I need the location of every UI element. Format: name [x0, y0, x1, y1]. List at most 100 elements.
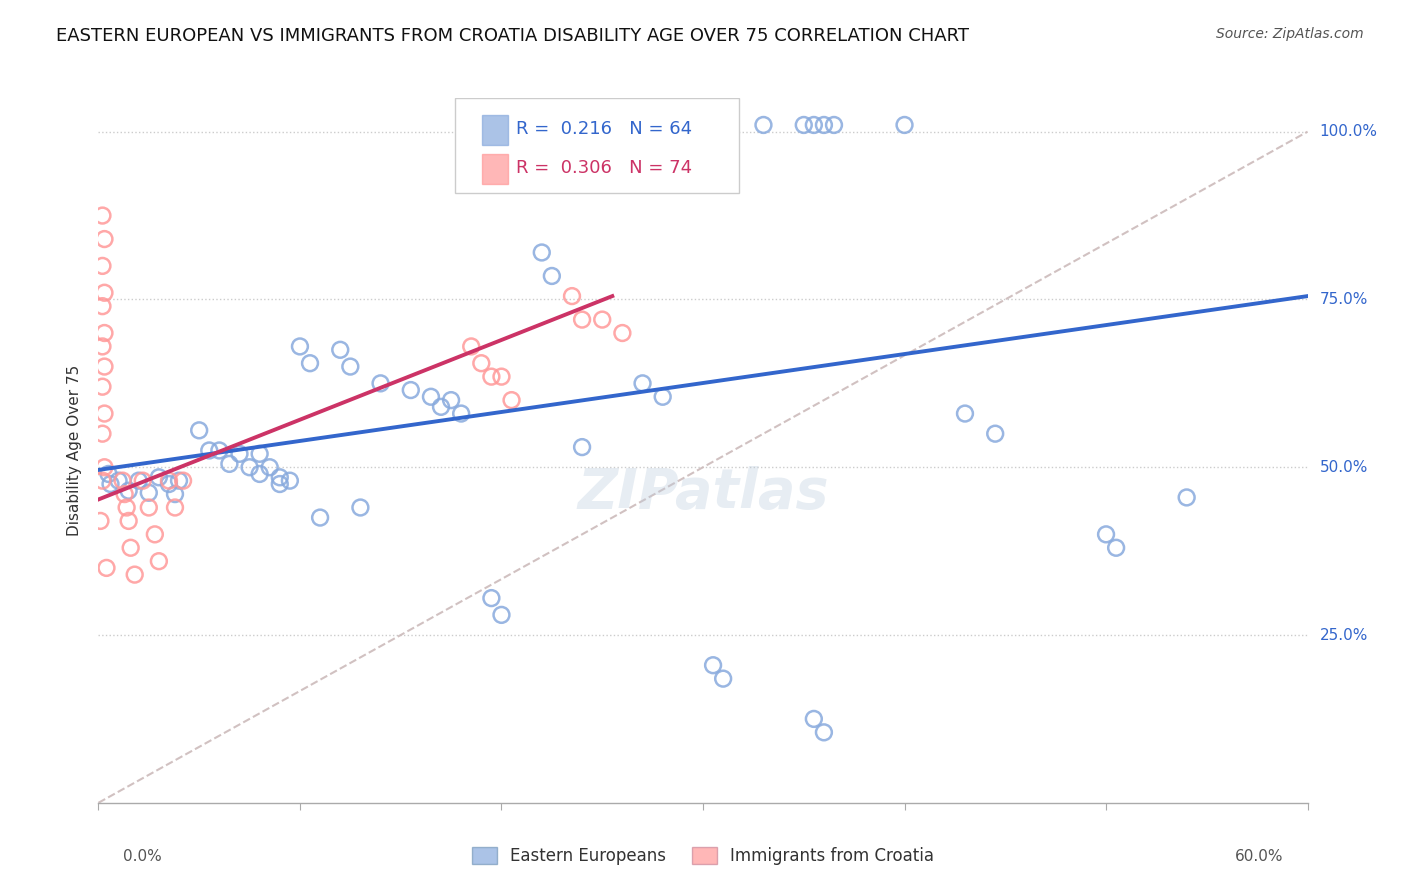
Point — [93, 285, 115, 300]
Point — [93, 359, 115, 374]
Point — [118, 514, 141, 528]
Text: 75.0%: 75.0% — [1320, 292, 1368, 307]
Point — [269, 470, 291, 484]
Point — [259, 460, 281, 475]
Point — [93, 460, 115, 475]
Point — [111, 474, 134, 488]
Text: EASTERN EUROPEAN VS IMMIGRANTS FROM CROATIA DISABILITY AGE OVER 75 CORRELATION C: EASTERN EUROPEAN VS IMMIGRANTS FROM CROA… — [56, 27, 969, 45]
Point — [278, 474, 301, 488]
Point — [571, 312, 593, 326]
Point — [702, 658, 724, 673]
Point — [124, 567, 146, 582]
Point — [440, 393, 463, 408]
Point — [115, 500, 138, 515]
Text: ZIPatlas: ZIPatlas — [578, 466, 828, 520]
Point — [249, 467, 271, 481]
Point — [118, 483, 141, 498]
Point — [114, 487, 136, 501]
Point — [143, 527, 166, 541]
Point — [813, 118, 835, 132]
Point — [481, 369, 503, 384]
Point — [501, 393, 523, 408]
Point — [823, 118, 845, 132]
Point — [491, 607, 513, 622]
Point — [288, 339, 311, 353]
Point — [157, 474, 180, 488]
Point — [309, 510, 332, 524]
Y-axis label: Disability Age Over 75: Disability Age Over 75 — [67, 365, 83, 536]
Point — [793, 118, 815, 132]
FancyBboxPatch shape — [482, 115, 509, 145]
Point — [128, 474, 150, 488]
Point — [148, 470, 170, 484]
Point — [1175, 491, 1198, 505]
Point — [132, 474, 155, 488]
Point — [571, 440, 593, 454]
Point — [460, 339, 482, 353]
Point — [188, 423, 211, 437]
Point — [218, 457, 240, 471]
Point — [198, 443, 221, 458]
Point — [172, 474, 194, 488]
Point — [711, 118, 734, 132]
Text: Source: ZipAtlas.com: Source: ZipAtlas.com — [1216, 27, 1364, 41]
Text: 0.0%: 0.0% — [122, 848, 162, 863]
Point — [163, 500, 186, 515]
Point — [91, 426, 114, 441]
Point — [96, 561, 118, 575]
Point — [540, 268, 562, 283]
Point — [89, 514, 111, 528]
FancyBboxPatch shape — [456, 98, 740, 194]
Point — [561, 289, 583, 303]
Point — [208, 443, 231, 458]
Text: R =  0.306   N = 74: R = 0.306 N = 74 — [516, 159, 692, 177]
Text: 60.0%: 60.0% — [1234, 848, 1284, 863]
Point — [1105, 541, 1128, 555]
Point — [481, 591, 503, 606]
Point — [470, 356, 492, 370]
Point — [370, 376, 392, 391]
Point — [491, 369, 513, 384]
Text: 25.0%: 25.0% — [1320, 627, 1368, 642]
Point — [399, 383, 422, 397]
Point — [100, 477, 122, 491]
Text: 50.0%: 50.0% — [1320, 459, 1368, 475]
Text: 100.0%: 100.0% — [1320, 124, 1378, 139]
Point — [893, 118, 915, 132]
Point — [803, 118, 825, 132]
Legend: Eastern Europeans, Immigrants from Croatia: Eastern Europeans, Immigrants from Croat… — [465, 840, 941, 872]
Point — [120, 541, 142, 555]
Point — [530, 245, 553, 260]
Point — [138, 500, 160, 515]
Point — [349, 500, 371, 515]
Point — [91, 380, 114, 394]
Point — [339, 359, 361, 374]
Point — [157, 477, 180, 491]
Point — [148, 554, 170, 568]
Point — [91, 339, 114, 353]
Point — [450, 407, 472, 421]
Point — [107, 474, 129, 488]
Point — [711, 672, 734, 686]
Point — [91, 209, 114, 223]
Point — [329, 343, 352, 357]
Point — [420, 390, 443, 404]
Point — [93, 326, 115, 340]
Point — [953, 407, 976, 421]
Point — [269, 477, 291, 491]
Point — [249, 447, 271, 461]
Point — [803, 712, 825, 726]
Point — [612, 326, 634, 340]
Point — [591, 312, 613, 326]
Point — [97, 467, 120, 481]
Point — [93, 232, 115, 246]
Point — [752, 118, 775, 132]
Point — [299, 356, 322, 370]
Point — [228, 447, 250, 461]
Point — [984, 426, 1007, 441]
Text: R =  0.216   N = 64: R = 0.216 N = 64 — [516, 120, 692, 137]
Point — [167, 474, 190, 488]
Point — [91, 299, 114, 313]
Point — [91, 259, 114, 273]
Point — [813, 725, 835, 739]
